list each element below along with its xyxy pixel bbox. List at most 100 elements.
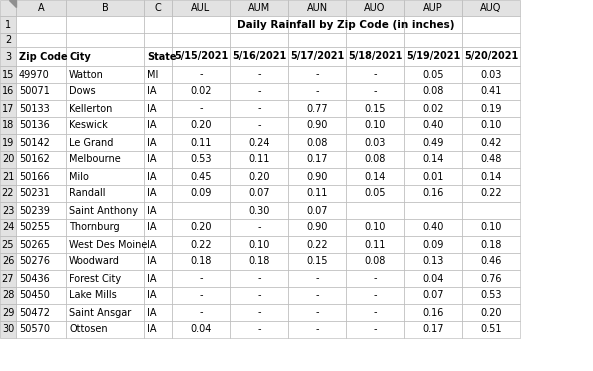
Bar: [404, 304, 462, 321]
Text: 5/17/2021: 5/17/2021: [290, 52, 344, 62]
Bar: [16, 219, 66, 236]
Bar: [144, 304, 172, 321]
Polygon shape: [9, 0, 16, 7]
Text: City: City: [69, 52, 91, 62]
Text: -: -: [373, 86, 377, 96]
Bar: [346, 134, 404, 151]
Bar: [288, 219, 346, 236]
Text: 0.08: 0.08: [422, 86, 444, 96]
Bar: [346, 236, 404, 253]
Text: Ottosen: Ottosen: [69, 325, 107, 335]
Bar: [288, 100, 346, 117]
Text: 0.77: 0.77: [306, 104, 328, 114]
Text: 0.10: 0.10: [248, 240, 270, 250]
Bar: [0, 168, 16, 185]
Text: B: B: [101, 3, 109, 13]
Bar: [462, 16, 520, 33]
Text: 0.40: 0.40: [422, 121, 444, 131]
Bar: [66, 304, 144, 321]
Bar: [288, 287, 346, 304]
Bar: [462, 83, 520, 100]
Bar: [230, 0, 288, 16]
Bar: [16, 100, 66, 117]
Text: -: -: [257, 290, 261, 301]
Bar: [144, 236, 172, 253]
Bar: [172, 33, 230, 47]
Text: 0.08: 0.08: [307, 138, 328, 148]
Text: IA: IA: [147, 308, 157, 318]
Bar: [346, 16, 404, 33]
Text: IA: IA: [147, 154, 157, 164]
Text: -: -: [373, 290, 377, 301]
Bar: [144, 83, 172, 100]
Bar: [346, 304, 404, 321]
Text: 50436: 50436: [19, 273, 50, 283]
Bar: [346, 151, 404, 168]
Text: 0.14: 0.14: [364, 171, 385, 181]
Text: 5/20/2021: 5/20/2021: [464, 52, 518, 62]
Bar: [0, 236, 16, 253]
Bar: [288, 47, 346, 66]
Bar: [404, 117, 462, 134]
Bar: [172, 47, 230, 66]
Text: Woodward: Woodward: [69, 256, 120, 266]
Text: 28: 28: [2, 290, 14, 301]
Text: -: -: [199, 69, 203, 79]
Bar: [66, 47, 144, 66]
Bar: [462, 202, 520, 219]
Bar: [346, 66, 404, 83]
Bar: [16, 47, 66, 66]
Text: IA: IA: [147, 223, 157, 233]
Bar: [462, 66, 520, 83]
Text: 50231: 50231: [19, 188, 50, 198]
Text: Le Grand: Le Grand: [69, 138, 113, 148]
Bar: [0, 151, 16, 168]
Text: -: -: [199, 308, 203, 318]
Text: 0.14: 0.14: [422, 154, 444, 164]
Bar: [462, 253, 520, 270]
Bar: [144, 168, 172, 185]
Bar: [66, 253, 144, 270]
Text: -: -: [315, 325, 319, 335]
Bar: [144, 134, 172, 151]
Bar: [230, 47, 288, 66]
Text: Thornburg: Thornburg: [69, 223, 120, 233]
Bar: [16, 16, 66, 33]
Bar: [404, 321, 462, 338]
Bar: [346, 0, 404, 16]
Bar: [66, 219, 144, 236]
Text: 0.03: 0.03: [480, 69, 502, 79]
Bar: [172, 219, 230, 236]
Bar: [346, 219, 404, 236]
Bar: [16, 33, 66, 47]
Bar: [288, 134, 346, 151]
Bar: [144, 321, 172, 338]
Text: 5/15/2021: 5/15/2021: [174, 52, 228, 62]
Text: 0.18: 0.18: [480, 240, 502, 250]
Text: 0.22: 0.22: [190, 240, 212, 250]
Text: IA: IA: [147, 273, 157, 283]
Bar: [16, 236, 66, 253]
Text: IA: IA: [147, 188, 157, 198]
Text: 0.07: 0.07: [306, 206, 328, 216]
Text: 50142: 50142: [19, 138, 50, 148]
Bar: [172, 168, 230, 185]
Bar: [16, 168, 66, 185]
Bar: [16, 134, 66, 151]
Bar: [66, 66, 144, 83]
Text: 0.41: 0.41: [480, 86, 502, 96]
Bar: [230, 202, 288, 219]
Bar: [66, 83, 144, 100]
Bar: [144, 117, 172, 134]
Bar: [462, 47, 520, 66]
Bar: [346, 33, 404, 47]
Bar: [66, 117, 144, 134]
Bar: [66, 100, 144, 117]
Bar: [346, 270, 404, 287]
Text: 27: 27: [2, 273, 14, 283]
Bar: [230, 253, 288, 270]
Text: -: -: [373, 273, 377, 283]
Text: 0.18: 0.18: [248, 256, 270, 266]
Text: 0.20: 0.20: [248, 171, 270, 181]
Bar: [0, 100, 16, 117]
